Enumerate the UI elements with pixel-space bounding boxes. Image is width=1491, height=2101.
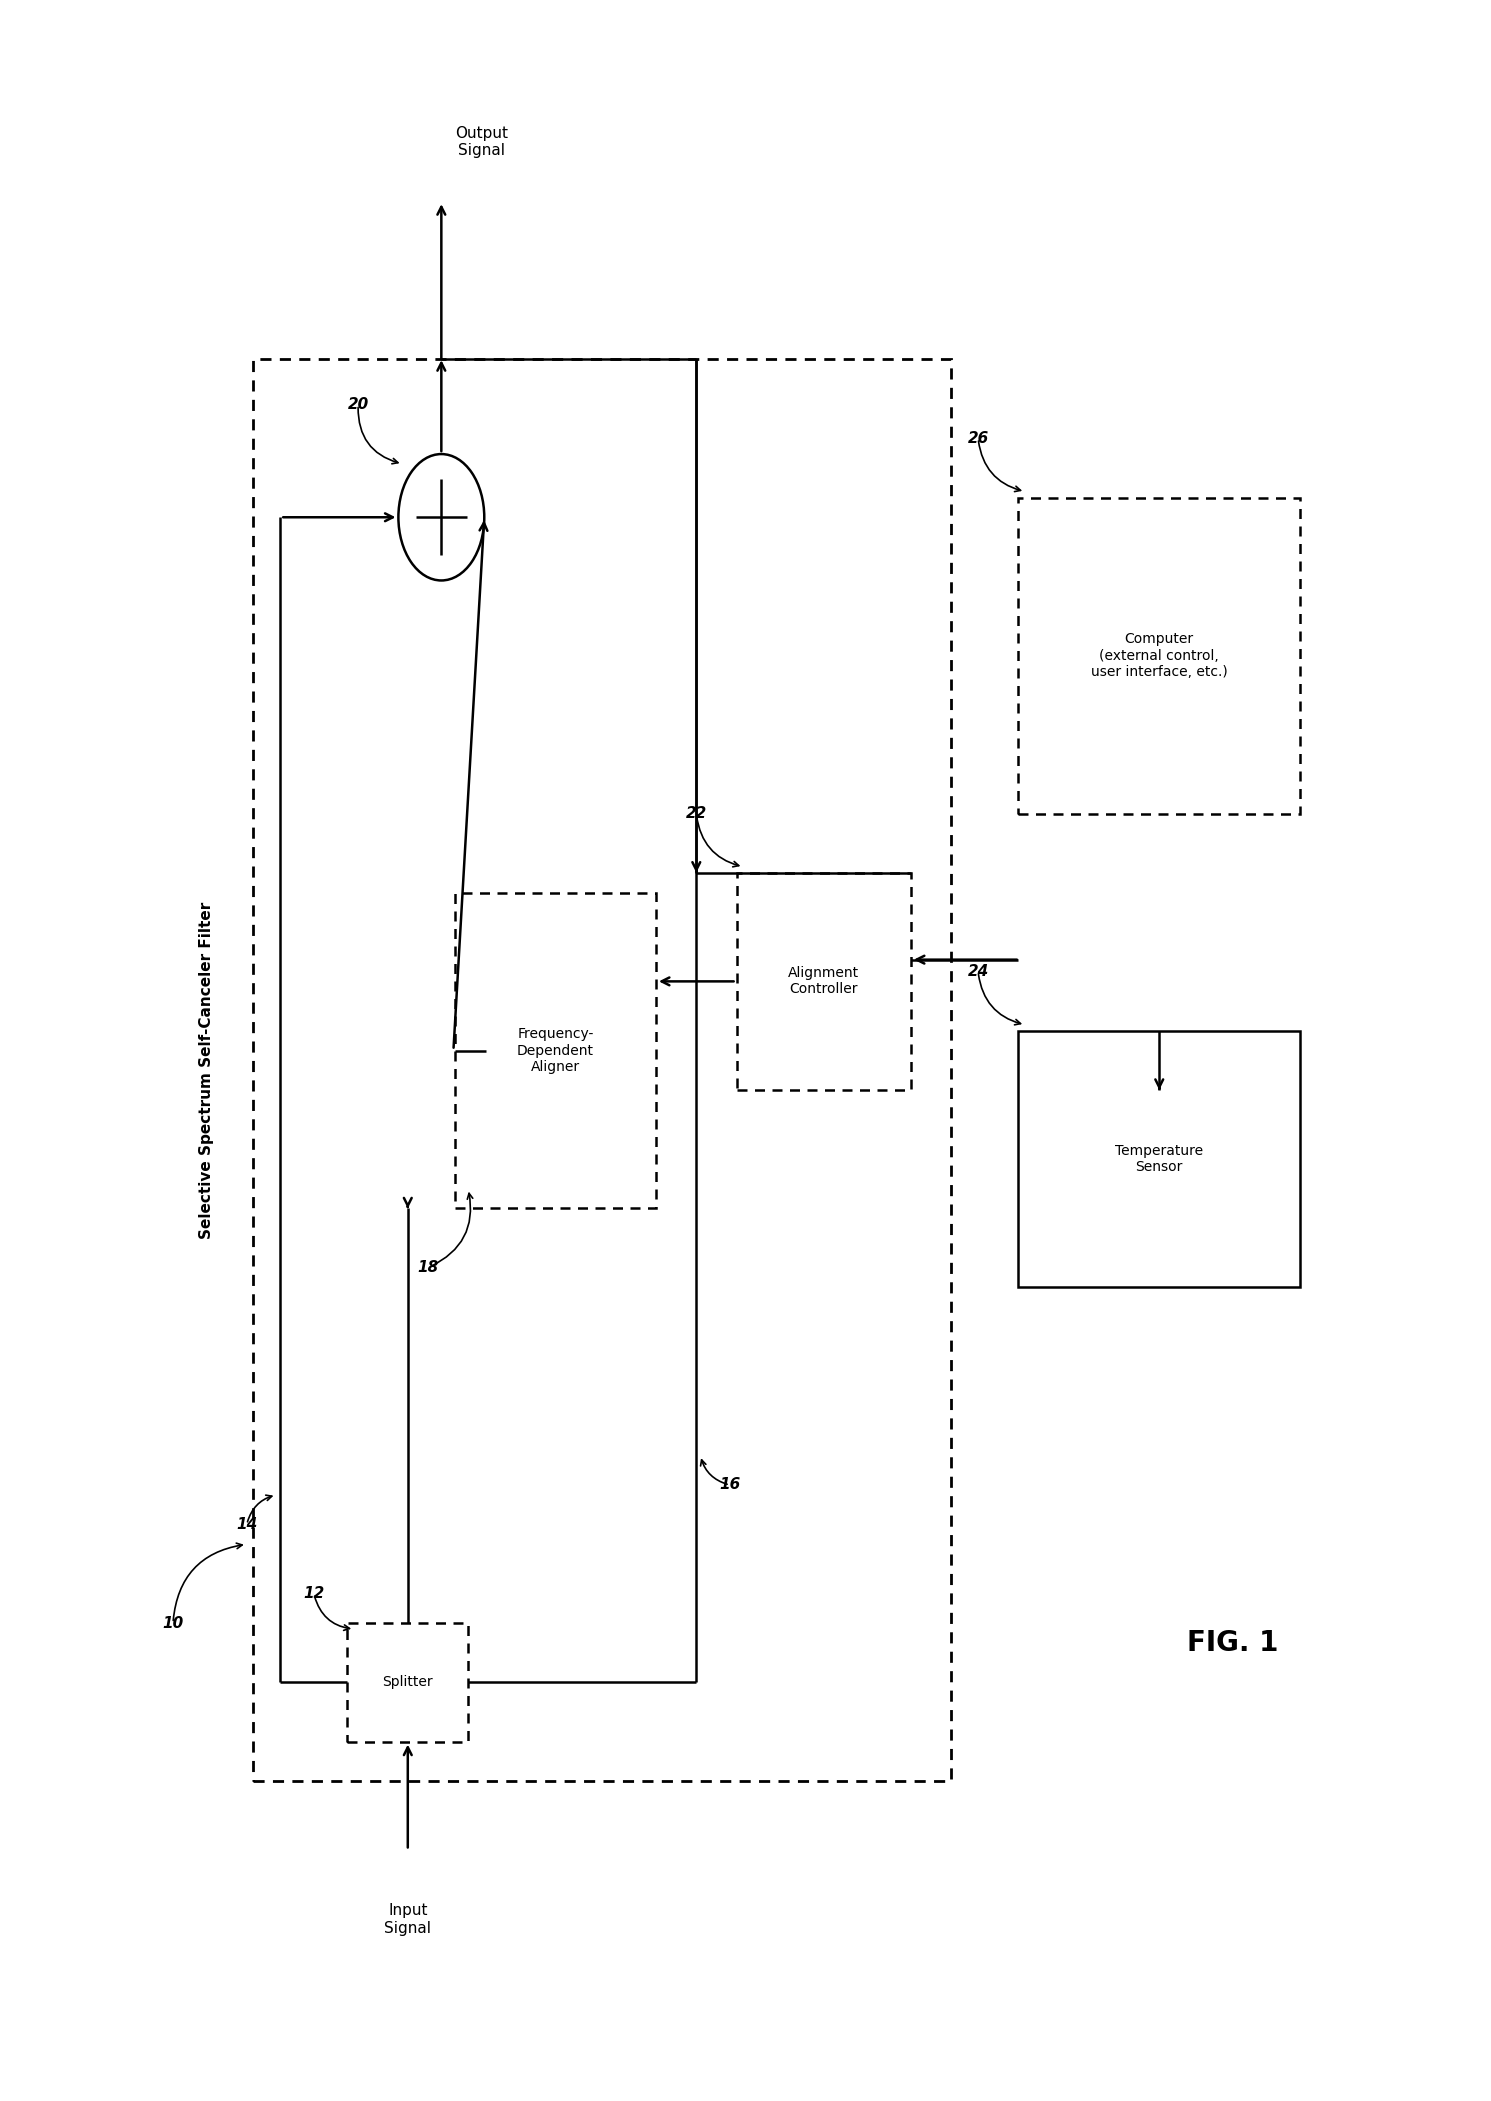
Text: 10: 10 bbox=[163, 1616, 183, 1630]
Text: 18: 18 bbox=[417, 1261, 438, 1275]
Text: 16: 16 bbox=[719, 1477, 741, 1492]
Text: Output
Signal: Output Signal bbox=[455, 126, 508, 158]
Bar bbox=[253, 359, 951, 1782]
Text: 22: 22 bbox=[686, 807, 707, 821]
Text: FIG. 1: FIG. 1 bbox=[1187, 1628, 1279, 1658]
Bar bbox=[347, 1624, 468, 1742]
Text: 20: 20 bbox=[347, 397, 368, 412]
Text: Temperature
Sensor: Temperature Sensor bbox=[1115, 1145, 1203, 1174]
Text: 26: 26 bbox=[968, 431, 989, 445]
Text: 24: 24 bbox=[968, 964, 989, 979]
Text: 12: 12 bbox=[303, 1586, 325, 1601]
Text: Computer
(external control,
user interface, etc.): Computer (external control, user interfa… bbox=[1091, 632, 1227, 679]
Text: 14: 14 bbox=[236, 1517, 258, 1532]
Bar bbox=[737, 872, 911, 1090]
Text: Selective Spectrum Self-Canceler Filter: Selective Spectrum Self-Canceler Filter bbox=[198, 901, 215, 1240]
Text: Input
Signal: Input Signal bbox=[385, 1904, 431, 1935]
Text: Alignment
Controller: Alignment Controller bbox=[789, 966, 859, 996]
Text: Frequency-
Dependent
Aligner: Frequency- Dependent Aligner bbox=[517, 1027, 593, 1074]
Text: Splitter: Splitter bbox=[383, 1674, 432, 1689]
Bar bbox=[1018, 498, 1300, 813]
Bar bbox=[1018, 1032, 1300, 1288]
Bar bbox=[455, 893, 656, 1208]
